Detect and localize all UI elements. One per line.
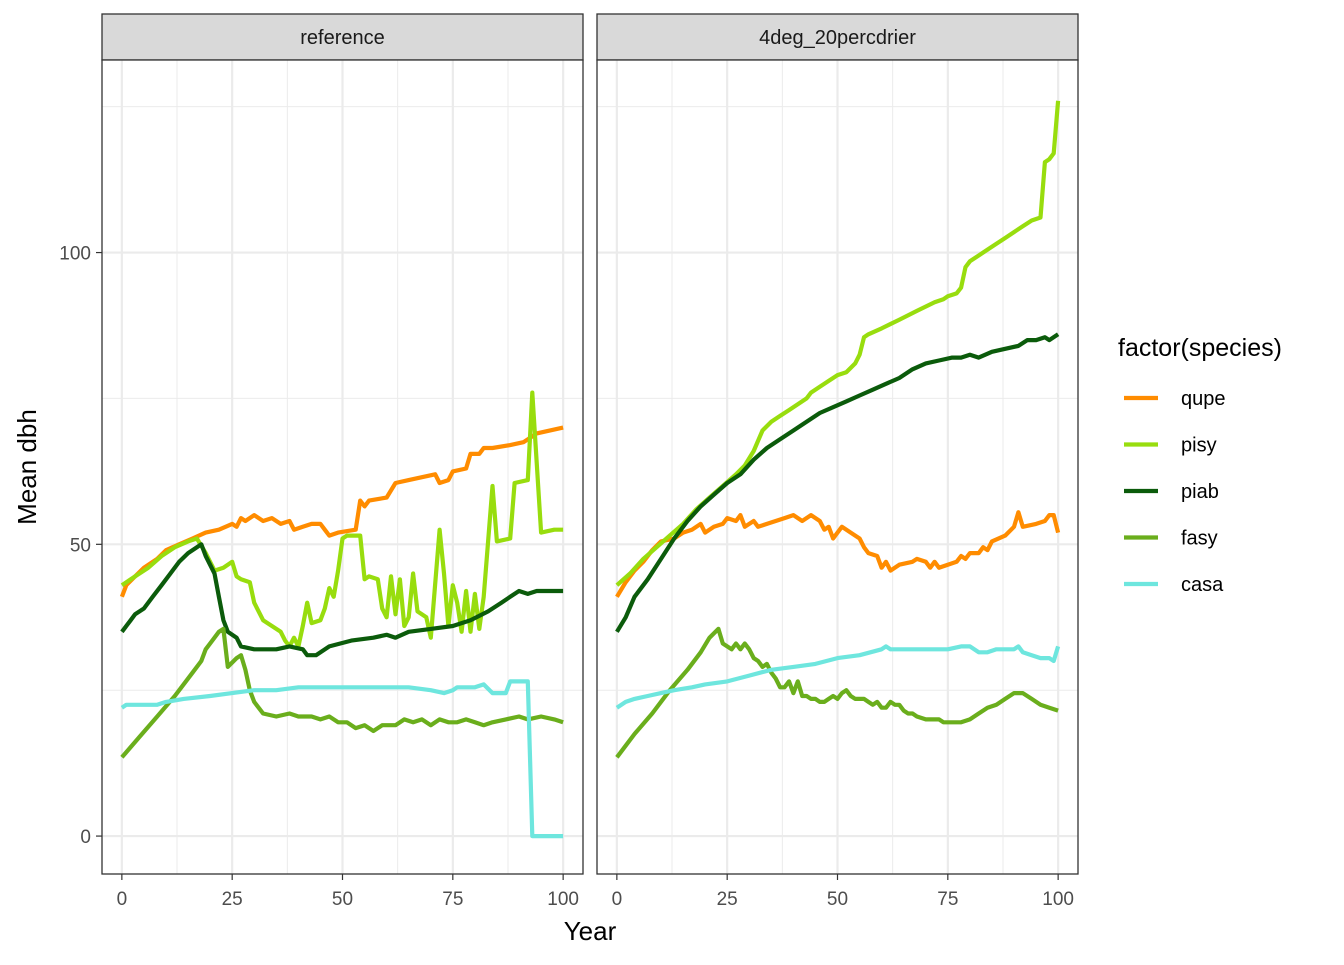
- y-tick-label: 0: [80, 827, 91, 848]
- legend-label-qupe: qupe: [1181, 388, 1226, 410]
- series-line-pisy: [120, 390, 564, 649]
- x-tick-label: 25: [717, 889, 738, 910]
- y-tick-label: 100: [59, 244, 91, 265]
- x-tick-label: 0: [117, 889, 128, 910]
- x-tick-label: 50: [827, 889, 848, 910]
- y-axis-title: Mean dbh: [12, 409, 42, 525]
- legend-label-casa: casa: [1181, 574, 1224, 596]
- x-tick-label: 75: [442, 889, 463, 910]
- series-line-casa: [615, 644, 1061, 710]
- panel-reference: reference 0 25 50 75 100 0 50 100: [59, 13, 584, 910]
- legend: factor(species) qupe pisy piab fasy casa: [1118, 334, 1282, 596]
- series-line-qupe: [615, 510, 1061, 598]
- x-tick-label: 100: [1042, 889, 1074, 910]
- legend-label-pisy: pisy: [1181, 435, 1217, 457]
- y-tick-label: 50: [70, 535, 91, 556]
- x-axis-title: Year: [564, 916, 617, 946]
- series-line-fasy: [120, 626, 564, 759]
- series-line-qupe: [119, 425, 564, 598]
- x-tick-label: 100: [547, 889, 579, 910]
- x-tick-label: 75: [937, 889, 958, 910]
- series-line-casa: [120, 679, 564, 839]
- facet-strip-label: 4deg_20percdrier: [759, 27, 916, 49]
- legend-label-piab: piab: [1181, 481, 1219, 503]
- facet-strip-label: reference: [300, 27, 385, 49]
- x-tick-label: 25: [222, 889, 243, 910]
- legend-title: factor(species): [1118, 334, 1282, 362]
- panel-4deg_20percdrier: 4deg_20percdrier 0 25 50 75 100: [596, 13, 1079, 910]
- facet-strip: [101, 13, 584, 61]
- series-line-piab: [120, 542, 564, 658]
- series-line-piab: [615, 332, 1060, 633]
- series-line-fasy: [615, 626, 1059, 759]
- x-tick-label: 0: [612, 889, 623, 910]
- legend-label-fasy: fasy: [1181, 528, 1218, 550]
- x-tick-label: 50: [332, 889, 353, 910]
